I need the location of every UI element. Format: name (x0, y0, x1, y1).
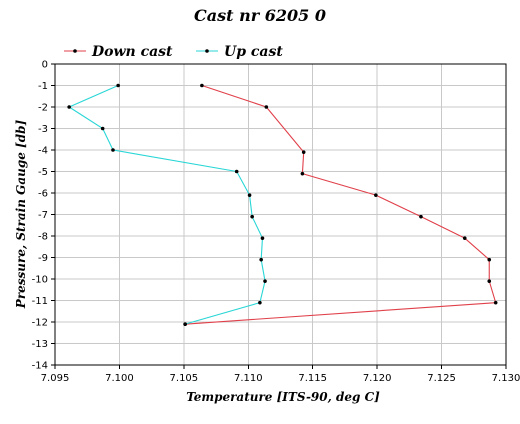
legend: Down cast Up cast (64, 44, 283, 60)
series-layer (67, 83, 498, 326)
x-tick-label: 7.115 (298, 373, 327, 384)
data-point-down-cast (264, 105, 269, 109)
data-point-up-cast (263, 279, 267, 283)
data-point-up-cast (111, 148, 115, 152)
x-tick-label: 7.125 (427, 373, 456, 384)
data-point-down-cast (487, 257, 492, 262)
x-tick-label: 7.105 (170, 373, 199, 384)
y-tick-label: -7 (38, 210, 48, 221)
x-tick-label: 7.100 (105, 373, 134, 384)
series-line-up-cast (68, 84, 266, 325)
data-point-down-cast (419, 214, 423, 219)
data-point-up-cast (260, 236, 265, 240)
data-point-down-cast (493, 300, 498, 305)
data-point-up-cast (258, 300, 262, 305)
y-tick-label: -3 (38, 124, 48, 135)
y-tick-label: -14 (32, 361, 48, 372)
legend-item-down-cast: Down cast (64, 44, 173, 60)
y-tick-label: -4 (38, 146, 48, 157)
y-axis-label: Pressure, Strain Gauge [db] (14, 119, 28, 309)
data-point-down-cast (200, 83, 204, 88)
y-tick-label: -11 (32, 296, 48, 307)
y-tick-label: -8 (38, 232, 48, 243)
axis-ticks: 7.095 7.100 7.105 7.110 7.115 7.120 7.125 7.130… (32, 60, 520, 385)
data-point-up-cast (234, 169, 239, 174)
legend-item-up-cast: Up cast (196, 44, 283, 60)
y-tick-label: 0 (42, 60, 48, 71)
x-tick-label: 7.110 (234, 373, 263, 384)
x-tick-label: 7.130 (492, 373, 520, 384)
data-point-down-cast (301, 150, 306, 154)
y-tick-label: -6 (38, 189, 48, 200)
x-tick-label: 7.095 (41, 373, 70, 384)
y-tick-label: -10 (32, 275, 48, 286)
y-tick-label: -9 (38, 253, 48, 264)
legend-label-down-cast: Down cast (91, 44, 173, 60)
data-point-up-cast (259, 257, 263, 262)
data-point-up-cast (250, 214, 254, 219)
data-point-down-cast (300, 171, 305, 176)
chart-title: Cast nr 6205 0 (194, 6, 326, 25)
data-point-up-cast (247, 193, 252, 197)
x-tick-label: 7.120 (363, 373, 392, 384)
data-point-up-cast (67, 105, 71, 109)
y-tick-label: -13 (32, 339, 48, 350)
legend-marker-up-cast (205, 49, 209, 53)
y-tick-label: -1 (38, 81, 48, 92)
data-point-up-cast (183, 322, 187, 326)
y-tick-label: -5 (38, 167, 48, 178)
data-point-down-cast (462, 236, 467, 240)
legend-marker-down-cast (73, 49, 77, 53)
data-point-down-cast (487, 279, 492, 283)
legend-label-up-cast: Up cast (224, 44, 283, 60)
data-point-down-cast (374, 193, 378, 197)
x-axis-label: Temperature [ITS-90, deg C] (186, 390, 380, 404)
y-tick-label: -2 (38, 103, 48, 114)
data-point-up-cast (116, 83, 120, 88)
y-tick-label: -12 (32, 318, 48, 329)
data-point-up-cast (100, 126, 105, 131)
